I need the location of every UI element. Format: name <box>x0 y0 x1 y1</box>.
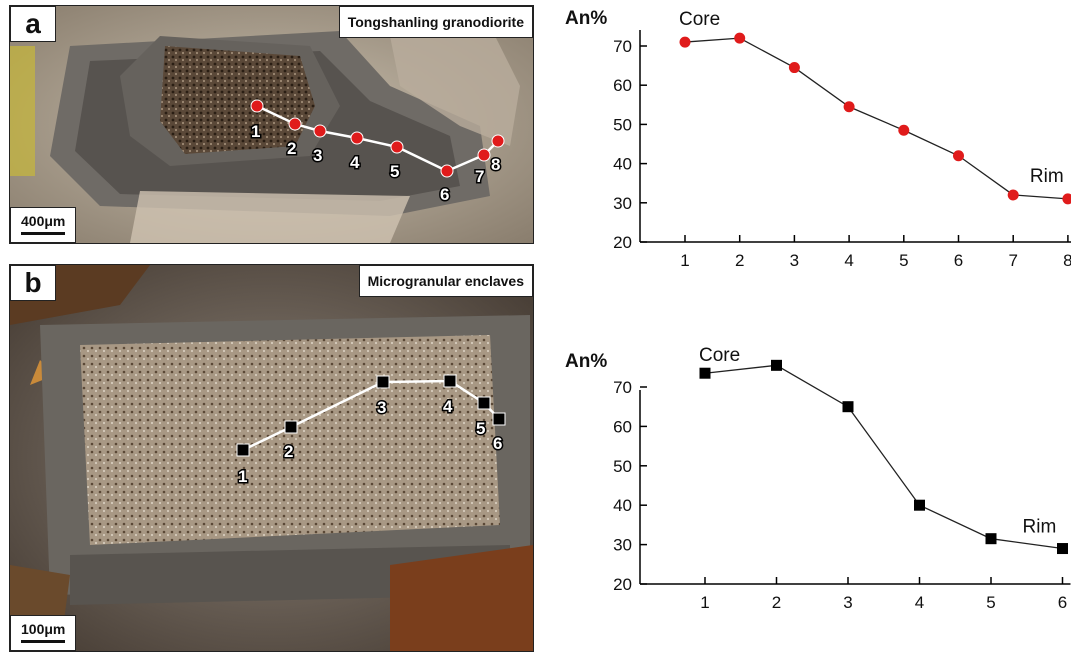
traverse-a: 1 2 3 4 5 6 7 8 <box>250 99 505 206</box>
y-tick-label: 60 <box>613 417 632 436</box>
data-point <box>1062 193 1071 205</box>
x-tick-label: 1 <box>700 593 709 612</box>
traverse-b-label: 6 <box>493 434 502 453</box>
traverse-a-point <box>313 124 327 138</box>
traverse-b-label: 5 <box>476 419 485 438</box>
data-point <box>914 499 925 511</box>
data-point <box>843 101 855 113</box>
x-tick-label: 5 <box>986 593 995 612</box>
data-point <box>734 32 746 44</box>
traverse-a-label: 4 <box>350 153 360 172</box>
annotation-core: Core <box>679 9 720 30</box>
traverse-a-label: 6 <box>440 185 449 204</box>
sample-label-a: Tongshanling granodiorite <box>338 6 533 38</box>
x-tick-label: 3 <box>843 593 852 612</box>
x-tick-label: 2 <box>772 593 781 612</box>
traverse-b-label: 2 <box>284 442 293 461</box>
y-tick-label: 60 <box>613 76 632 95</box>
x-tick-label: 5 <box>899 251 908 270</box>
y-tick-label: 30 <box>613 194 632 213</box>
x-tick-label: 6 <box>1058 593 1067 612</box>
data-point <box>788 62 800 74</box>
traverse-b-point <box>376 375 390 389</box>
x-tick-label: 4 <box>844 251 853 270</box>
data-point <box>953 150 964 162</box>
traverse-b-point <box>492 412 506 426</box>
y-tick-label: 70 <box>613 37 632 56</box>
data-point <box>699 367 711 379</box>
y-tick-label: 40 <box>613 496 632 515</box>
photomicrograph-a: 1 2 3 4 5 6 7 8 a Tongshanling granodior… <box>9 5 534 244</box>
traverse-a-point <box>250 99 264 113</box>
traverse-a-label: 5 <box>390 162 399 181</box>
y-tick-label: 30 <box>613 536 632 555</box>
x-tick-label: 6 <box>954 251 963 270</box>
scale-bar-a-line <box>21 232 66 235</box>
traverse-a-point <box>288 117 302 131</box>
traverse-b-point <box>236 443 250 457</box>
crystal-image-b <box>10 265 533 651</box>
x-tick-label: 1 <box>680 251 689 270</box>
scale-bar-b: 100μm <box>10 615 77 651</box>
data-point <box>771 359 782 371</box>
annotation-rim: Rim <box>1030 166 1064 187</box>
traverse-a-point <box>390 140 404 154</box>
chart-a: 20 30 40 50 60 70 1 2 3 4 5 6 7 8 An% Core Rim <box>565 8 1071 270</box>
data-point <box>842 401 854 413</box>
x-tick-label: 4 <box>915 593 924 612</box>
y-tick-label: 40 <box>613 155 632 174</box>
series-line <box>684 37 1068 200</box>
photomicrograph-b: 1 2 3 4 5 6 b Microgranular enclaves 100… <box>9 264 534 652</box>
chart-b: 20 30 40 50 60 70 1 2 3 4 5 6 An% Core Rim <box>565 345 1071 612</box>
panel-letter-a: a <box>10 6 56 42</box>
data-point <box>1057 543 1068 555</box>
y-tick-label: 70 <box>613 378 632 397</box>
y-axis-label: An% <box>565 351 607 372</box>
y-tick-label: 50 <box>613 457 632 476</box>
traverse-a-label: 8 <box>491 155 500 174</box>
y-tick-label: 20 <box>613 233 632 252</box>
scale-bar-a-text: 400μm <box>21 213 66 229</box>
annotation-core: Core <box>699 345 740 366</box>
scale-bar-b-line <box>21 640 66 643</box>
traverse-b: 1 2 3 4 5 6 <box>236 374 506 488</box>
y-tick-label: 50 <box>613 115 632 134</box>
scale-bar-a: 400μm <box>10 207 77 243</box>
data-point <box>679 36 691 48</box>
annotation-rim: Rim <box>1023 517 1057 538</box>
traverse-a-point <box>440 164 454 178</box>
traverse-a-point <box>491 134 505 148</box>
traverse-b-label: 3 <box>377 398 386 417</box>
scale-bar-b-text: 100μm <box>21 621 66 637</box>
traverse-b-point <box>443 374 457 388</box>
traverse-a-label: 2 <box>287 139 296 158</box>
traverse-a-label: 3 <box>313 146 322 165</box>
sample-label-b: Microgranular enclaves <box>358 265 533 297</box>
traverse-a-label: 1 <box>251 122 260 141</box>
traverse-a-point <box>477 148 491 162</box>
y-axis-label: An% <box>565 8 607 29</box>
traverse-a-point <box>350 131 364 145</box>
x-tick-label: 3 <box>790 251 799 270</box>
x-tick-label: 2 <box>735 251 744 270</box>
traverse-a-label: 7 <box>475 167 484 186</box>
series-line <box>704 364 1063 550</box>
data-point <box>985 533 997 545</box>
x-tick-label: 8 <box>1063 251 1071 270</box>
panel-letter-b: b <box>10 265 56 301</box>
traverse-b-point <box>284 420 298 434</box>
traverse-b-label: 4 <box>443 397 453 416</box>
traverse-b-label: 1 <box>238 467 247 486</box>
data-point <box>898 124 910 136</box>
data-point <box>1007 189 1019 201</box>
crystal-image-a <box>10 6 533 243</box>
x-tick-label: 7 <box>1008 251 1017 270</box>
traverse-b-point <box>477 396 491 410</box>
y-tick-label: 20 <box>613 575 632 594</box>
